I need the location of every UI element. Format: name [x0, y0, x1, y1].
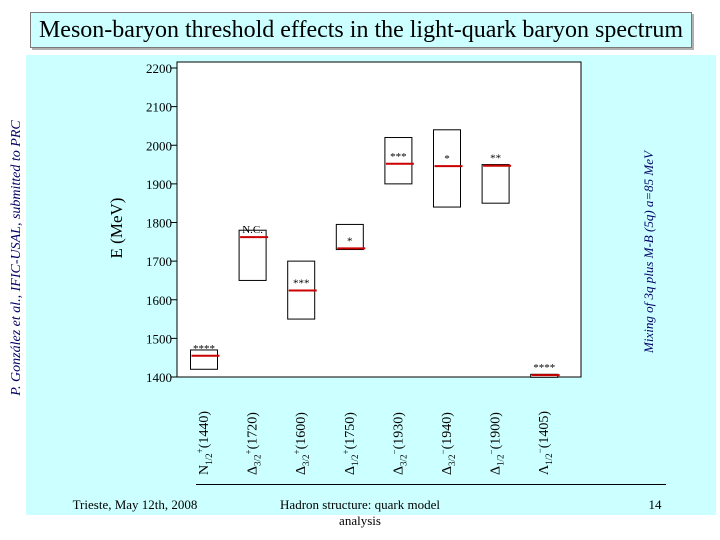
experimental-range-box — [433, 129, 461, 208]
y-tick-label: 1800 — [146, 216, 172, 231]
rating-label: *** — [390, 151, 407, 163]
footer-topic: Hadron structure: quark model analysis — [280, 497, 440, 528]
state-label: Δ3/2+(1600) — [292, 412, 311, 475]
side-model-note: Mixing of 3q plus M-B (5q) a=85 MeV — [641, 149, 656, 354]
rating-label: N.C. — [242, 224, 263, 236]
state-label: Δ1/2+(1750) — [341, 412, 360, 475]
y-axis-label: E (MeV) — [107, 198, 126, 259]
y-tick-label: 1500 — [146, 331, 172, 346]
y-tick-label: 1900 — [146, 177, 172, 192]
y-tick-label: 2100 — [146, 100, 172, 115]
y-tick-label: 1700 — [146, 254, 172, 269]
y-tick-label: 2000 — [146, 138, 172, 153]
rating-label: ** — [490, 153, 501, 165]
rating-label: **** — [193, 343, 215, 355]
rating-label: *** — [293, 277, 310, 289]
rating-label: * — [347, 235, 353, 247]
y-tick-label: 1400 — [146, 370, 172, 385]
title-banner: Meson-baryon threshold effects in the li… — [30, 12, 692, 48]
y-tick-label: 1600 — [146, 293, 172, 308]
rating-label: * — [444, 153, 450, 165]
experimental-range-box — [335, 223, 364, 251]
y-tick-label: 2200 — [146, 61, 172, 76]
state-label: Δ3/2−(1930) — [389, 412, 408, 475]
state-label: Δ3/2−(1940) — [438, 412, 457, 475]
state-label: Δ1/2−(1900) — [487, 412, 506, 475]
state-label: Λ1/2−(1405) — [535, 411, 554, 475]
experimental-range-box — [384, 137, 413, 185]
experimental-range-box — [238, 229, 267, 281]
footer-date: Trieste, May 12th, 2008 — [72, 497, 198, 512]
state-label: Δ3/2+(1720) — [244, 412, 263, 475]
footer-divider — [196, 484, 666, 485]
plot-area — [176, 61, 582, 378]
experimental-range-box — [481, 164, 510, 204]
slide-title: Meson-baryon threshold effects in the li… — [38, 17, 684, 43]
page-number: 14 — [648, 497, 662, 512]
state-label: N1/2+(1440) — [195, 411, 214, 475]
side-citation: P. González et al., IFIC-USAL, submitted… — [9, 120, 24, 397]
rating-label: **** — [533, 362, 555, 374]
